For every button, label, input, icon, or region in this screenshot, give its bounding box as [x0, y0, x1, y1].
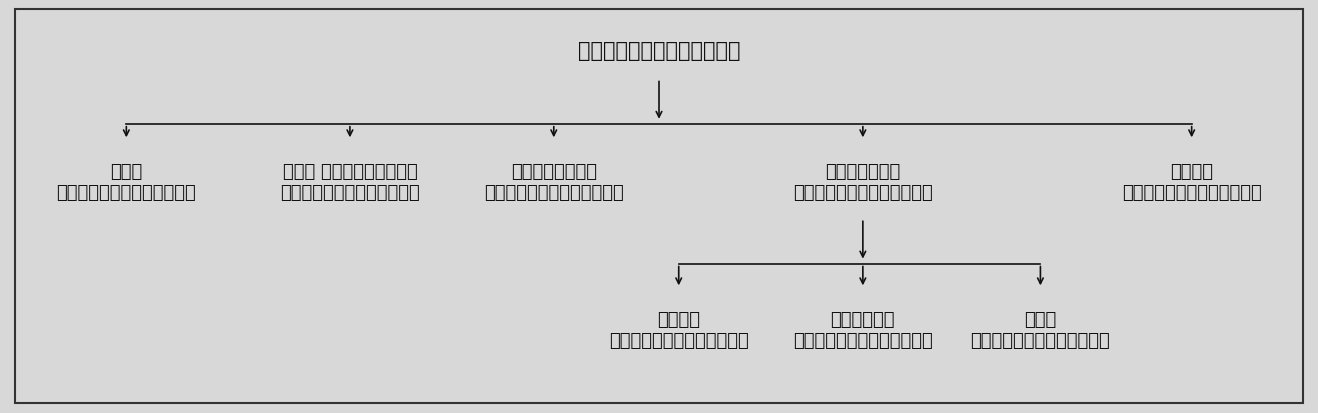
- Text: ভৌত
জলবায়ুবিদ্যা: ভৌত জলবায়ুবিদ্যা: [57, 163, 196, 201]
- Text: অণু
জলবায়ুবিদ্যা: অণু জলবায়ুবিদ্যা: [970, 310, 1110, 349]
- Text: গতি সংক্রান্ত
জলবায়ুবিদ্যা: গতি সংক্রান্ত জলবায়ুবিদ্যা: [279, 163, 420, 201]
- Text: সিনপ্টিক
জলবায়ুবিদ্যা: সিনপ্টিক জলবায়ুবিদ্যা: [484, 163, 623, 201]
- Text: মাঝারি
জলবায়ুবিদ্যা: মাঝারি জলবায়ুবিদ্যা: [793, 310, 933, 349]
- Text: ফলিত
জলবায়ুবিদ্যা: ফলিত জলবায়ুবিদ্যা: [1122, 163, 1261, 201]
- Text: বৃহৎ
জলবায়ুবিদ্যা: বৃহৎ জলবায়ুবিদ্যা: [609, 310, 749, 349]
- Text: জলবায়ুবিদ্যা: জলবায়ুবিদ্যা: [577, 40, 741, 61]
- FancyBboxPatch shape: [14, 9, 1304, 404]
- Text: আঞ্চলিক
জলবায়ুবিদ্যা: আঞ্চলিক জলবায়ুবিদ্যা: [793, 163, 933, 201]
